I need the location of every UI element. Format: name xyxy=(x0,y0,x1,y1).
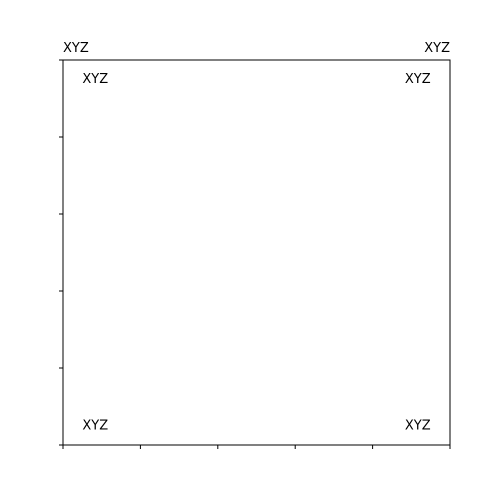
annotation-label: XYZ xyxy=(405,418,431,433)
plot-area: XYZ XYZ XYZ XYZ xyxy=(59,59,451,449)
annotation-label: XYZ xyxy=(405,72,431,87)
annotation-label: XYZ xyxy=(82,72,108,87)
annotations: XYZ XYZ XYZ XYZ xyxy=(82,72,430,434)
x-axis-ticks xyxy=(62,445,451,449)
y-axis-ticks xyxy=(59,59,63,446)
left-corner-title: XYZ xyxy=(63,41,89,56)
axes-frame xyxy=(62,59,451,446)
right-corner-title: XYZ xyxy=(424,41,450,56)
annotation-label: XYZ xyxy=(82,418,108,433)
